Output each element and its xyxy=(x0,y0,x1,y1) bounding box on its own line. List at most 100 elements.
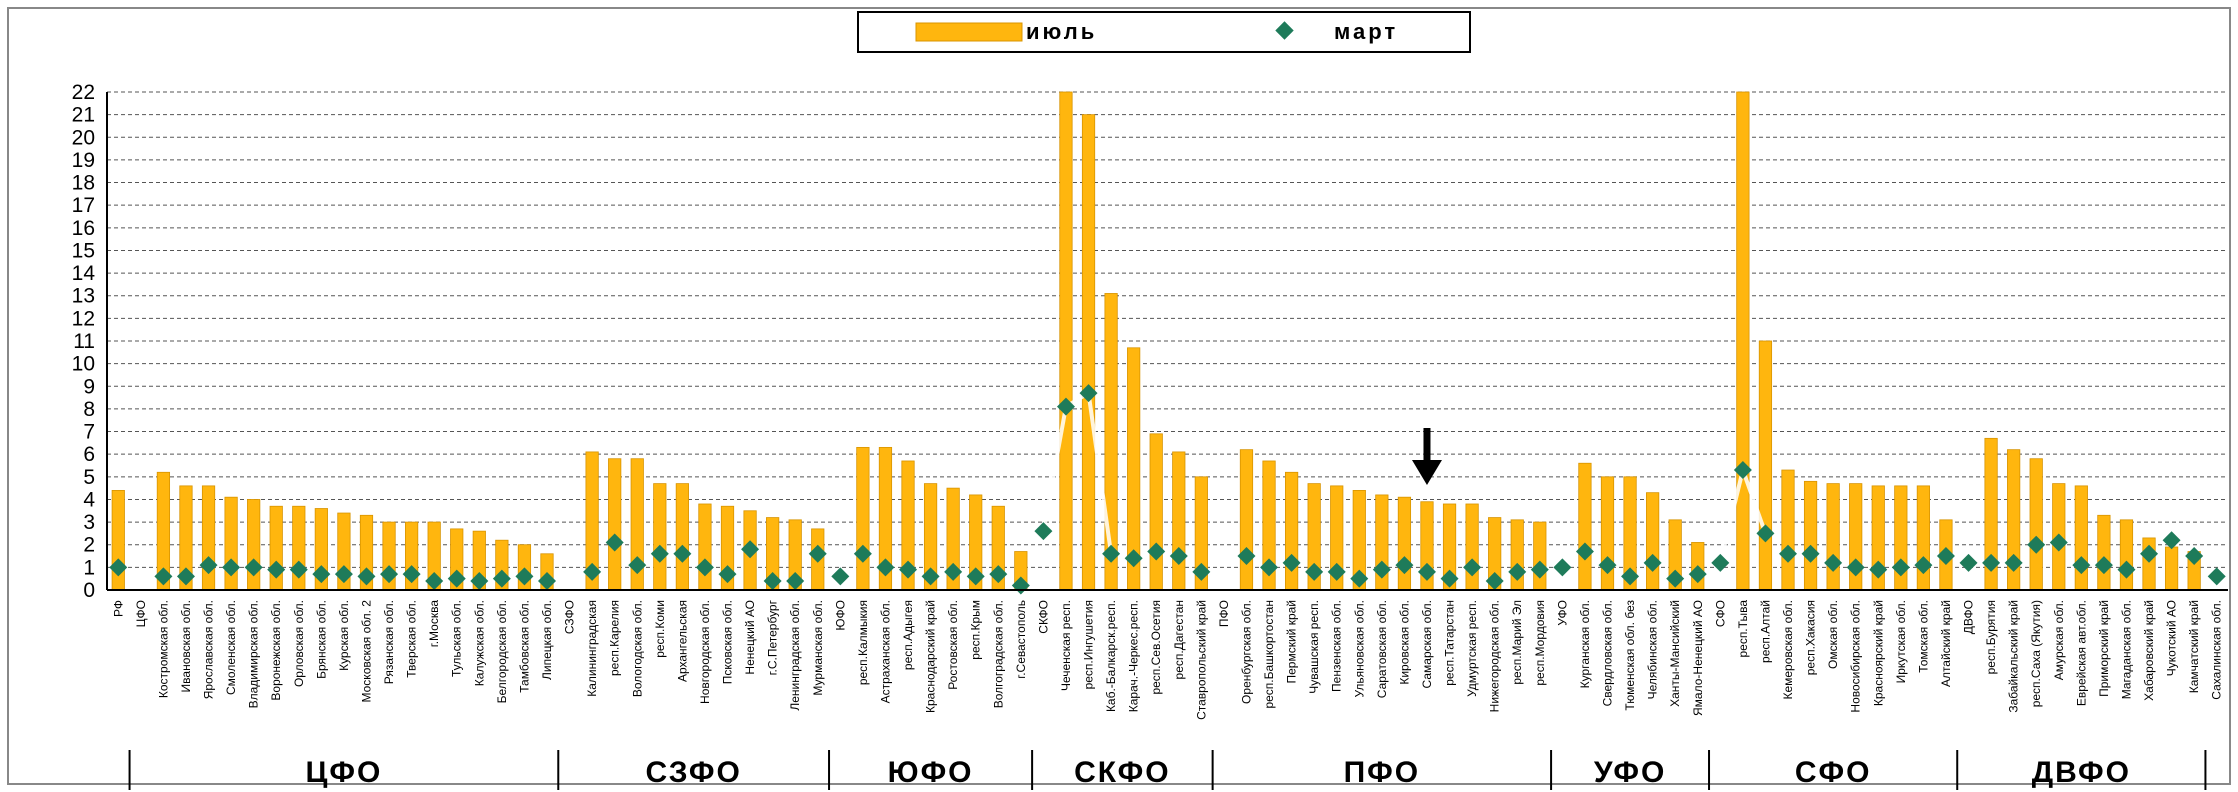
y-tick-label: 11 xyxy=(73,330,95,353)
marker xyxy=(1350,569,1369,588)
x-tick-label: Забайкальский край xyxy=(2007,600,2021,713)
marker xyxy=(244,558,263,577)
x-tick-label: Архангельская xyxy=(675,600,689,682)
x-tick-label: Брянская обл. xyxy=(314,600,328,679)
group-labels: ЦФО СЗФО ЮФО СКФО ПФО УФО СФО ДВФО xyxy=(128,750,2207,790)
marker xyxy=(1485,571,1504,590)
x-tick-label: Ивановская обл. xyxy=(179,600,193,692)
marker xyxy=(1621,567,1640,586)
marker xyxy=(1463,558,1482,577)
bar xyxy=(1059,91,1073,591)
marker xyxy=(1553,558,1572,577)
bar xyxy=(1646,492,1660,591)
marker xyxy=(447,569,466,588)
bar xyxy=(698,503,712,591)
x-tick-label: Пермский край xyxy=(1285,600,1299,684)
y-tick-label: 22 xyxy=(72,81,95,104)
marker xyxy=(1846,558,1865,577)
marker xyxy=(1079,384,1098,403)
group-label: СКФО xyxy=(1074,756,1171,789)
bar xyxy=(1578,462,1592,591)
bar xyxy=(1758,340,1773,591)
x-tick-label: респ.Калмыкия xyxy=(856,600,870,685)
y-tick-label: 0 xyxy=(83,579,95,602)
group-label: ПФО xyxy=(1344,756,1421,789)
x-tick-label: Ярославская обл. xyxy=(202,600,216,699)
x-tick-label: СФО xyxy=(1713,600,1727,627)
group-label: УФО xyxy=(1594,756,1666,789)
x-tick-label: Иркутская обл. xyxy=(1894,600,1908,683)
marker xyxy=(1102,544,1121,563)
y-tick-label: 21 xyxy=(72,104,95,127)
x-tick-label: Удмуртская респ. xyxy=(1465,600,1479,697)
x-tick-label: Волгоградская обл. xyxy=(991,600,1005,708)
marker xyxy=(786,571,805,590)
bar xyxy=(201,485,216,591)
y-tick-label: 12 xyxy=(72,307,95,330)
marker xyxy=(1891,558,1910,577)
bar xyxy=(1149,433,1163,591)
bar xyxy=(2097,514,2111,591)
marker xyxy=(2027,535,2046,554)
x-tick-label: Каб.-Балкарск.респ. xyxy=(1104,600,1118,712)
bar xyxy=(1803,480,1818,591)
x-tick-label: Тюменская обл. без xyxy=(1623,600,1637,711)
marker xyxy=(966,567,985,586)
marker xyxy=(763,571,782,590)
x-tick-label: респ.Башкортостан xyxy=(1262,600,1276,709)
marker xyxy=(1508,562,1527,581)
bar xyxy=(2119,519,2134,591)
y-tick-label: 7 xyxy=(83,421,95,444)
y-tick-label: 16 xyxy=(72,217,95,240)
marker xyxy=(1530,560,1549,579)
marker xyxy=(289,560,308,579)
y-tick-label: 14 xyxy=(72,262,96,285)
marker xyxy=(1666,569,1685,588)
x-tick-label: Орловская обл. xyxy=(292,600,306,687)
x-tick-label: УФО xyxy=(1555,600,1569,626)
x-tick-label: Чувашская респ. xyxy=(1307,600,1321,694)
y-tick-label: 2 xyxy=(83,534,95,557)
x-tick-label: Тамбовская обл. xyxy=(517,600,531,693)
x-tick-label: Астраханская обл. xyxy=(878,600,892,703)
x-tick-label: респ.Адыгея xyxy=(901,600,915,670)
marker xyxy=(402,565,421,584)
x-tick-label: СЗФО xyxy=(563,600,577,634)
x-tick-label: ЮФО xyxy=(833,600,847,631)
x-tick-label: Камчатский край xyxy=(2187,600,2201,693)
bar xyxy=(1397,496,1412,591)
marker xyxy=(515,567,534,586)
bar xyxy=(1916,485,1930,591)
marker xyxy=(199,556,218,575)
legend: июль март xyxy=(857,11,1471,53)
y-tick-label: 6 xyxy=(83,443,95,466)
marker xyxy=(380,565,399,584)
marker xyxy=(2207,567,2226,586)
x-tick-label: Свердловская обл. xyxy=(1600,600,1614,706)
marker xyxy=(2049,533,2068,552)
marker xyxy=(605,533,624,552)
marker-series xyxy=(109,384,2226,595)
x-tick-label: респ.Карелия xyxy=(608,600,622,676)
marker xyxy=(831,567,850,586)
x-tick-label: Белгородская обл. xyxy=(495,600,509,703)
x-tick-label: респ.Ингушетия xyxy=(1082,600,1096,689)
x-tick-label: респ.Сев.Осетия xyxy=(1149,600,1163,695)
bar xyxy=(1826,483,1840,591)
x-tick-label: респ.Дагестан xyxy=(1172,600,1186,679)
bar xyxy=(2164,546,2179,591)
marker xyxy=(1395,556,1414,575)
group-label: СЗФО xyxy=(646,756,742,789)
x-tick-label: Калужская обл. xyxy=(472,600,486,686)
y-tick-label: 8 xyxy=(83,398,95,421)
x-tick-label: Новосибирская обл. xyxy=(1849,600,1863,713)
x-tick-label: Новгородская обл. xyxy=(698,600,712,704)
x-tick-label: Ставропольский край xyxy=(1194,600,1208,720)
marker xyxy=(2117,560,2136,579)
x-tick-label: Чукотский АО xyxy=(2165,600,2179,676)
marker xyxy=(222,558,241,577)
x-tick-label: Магаданская обл. xyxy=(2119,600,2133,699)
legend-label-bar: июль xyxy=(1026,19,1097,44)
marker xyxy=(1034,522,1053,541)
bar xyxy=(1736,91,1750,591)
